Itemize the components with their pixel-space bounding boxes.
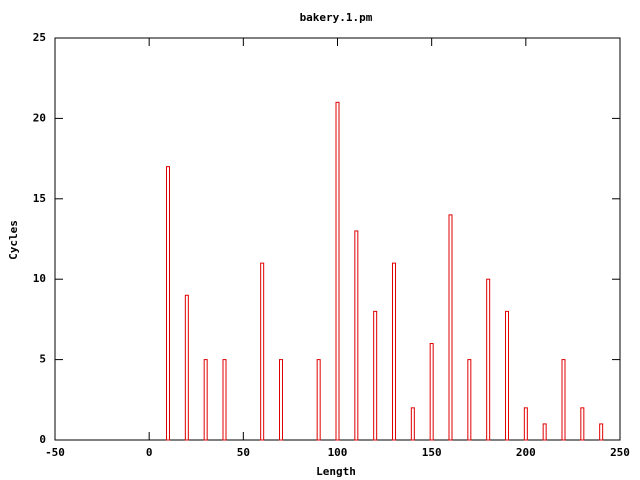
bar: [335, 101, 340, 441]
bar: [486, 278, 491, 441]
y-tick-label: 20: [33, 111, 46, 124]
bar: [448, 214, 453, 441]
x-axis-label: Length: [316, 465, 356, 478]
bar: [392, 262, 396, 441]
bar: [203, 359, 208, 441]
bar: [316, 359, 321, 441]
bar: [260, 262, 265, 441]
chart-title: bakery.1.pm: [300, 11, 373, 24]
y-axis-label: Cycles: [7, 220, 20, 260]
bar: [467, 359, 472, 441]
x-tick-label: 250: [610, 446, 630, 459]
y-tick-label: 10: [33, 272, 46, 285]
bar: [373, 310, 378, 441]
x-tick-label: 150: [422, 446, 442, 459]
y-tick-label: 5: [39, 353, 46, 366]
bar: [279, 359, 283, 441]
x-tick-label: 100: [328, 446, 348, 459]
y-tick-label: 0: [39, 433, 46, 446]
bar: [222, 359, 227, 441]
bar: [166, 166, 170, 441]
bar: [505, 310, 509, 441]
y-tick-label: 25: [33, 31, 46, 44]
y-tick-label: 15: [33, 192, 46, 205]
bar: [561, 359, 566, 441]
bar: [410, 407, 415, 441]
x-tick-label: 200: [516, 446, 536, 459]
x-tick-label: 50: [237, 446, 250, 459]
bar: [542, 423, 547, 441]
bar: [580, 407, 585, 441]
bar: [429, 343, 434, 441]
bar: [599, 423, 604, 441]
x-tick-label: 0: [146, 446, 153, 459]
x-tick-label: -50: [45, 446, 65, 459]
bar: [184, 294, 189, 441]
bar: [354, 230, 359, 441]
bar: [523, 407, 528, 441]
